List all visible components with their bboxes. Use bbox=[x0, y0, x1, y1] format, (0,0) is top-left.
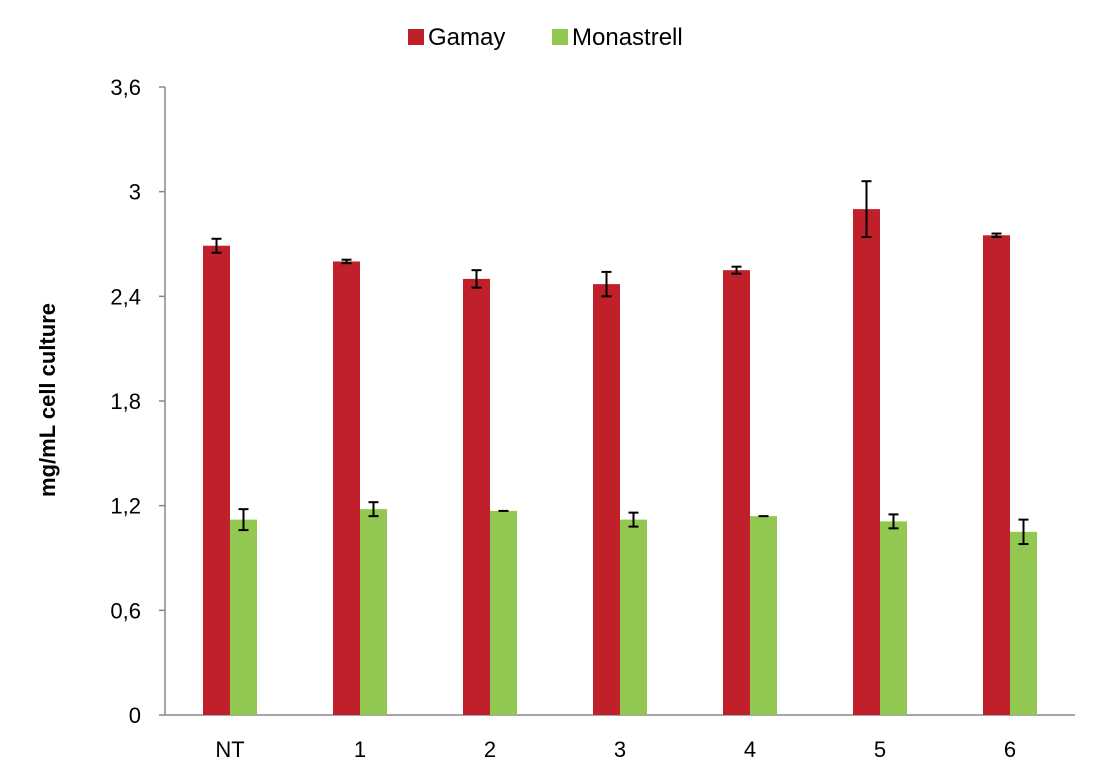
y-tick-label: 3,6 bbox=[110, 75, 141, 100]
legend-swatch-monastrell bbox=[552, 29, 568, 45]
bar-gamay-6 bbox=[983, 235, 1010, 715]
legend-swatch-gamay bbox=[408, 29, 424, 45]
bar-monastrell-3 bbox=[620, 519, 647, 715]
x-tick-label: 3 bbox=[614, 737, 626, 762]
bar-monastrell-nt bbox=[230, 519, 257, 715]
legend-label-gamay: Gamay bbox=[428, 24, 505, 51]
y-axis: 0 0,6 1,2 1,8 2,4 3 3,6 bbox=[110, 75, 166, 728]
y-tick-label: 1,8 bbox=[110, 389, 141, 414]
bar-gamay-2 bbox=[463, 278, 490, 715]
y-tick-label: 3 bbox=[129, 180, 141, 205]
x-tick-label: 6 bbox=[1004, 737, 1016, 762]
legend: Gamay Monastrell bbox=[408, 24, 683, 51]
x-tick-label: 5 bbox=[874, 737, 886, 762]
y-tick-label: 2,4 bbox=[110, 284, 141, 309]
x-tick-label: 2 bbox=[484, 737, 496, 762]
y-tick-label: 0,6 bbox=[110, 598, 141, 623]
x-tick-label: 4 bbox=[744, 737, 756, 762]
y-tick-label: 1,2 bbox=[110, 494, 141, 519]
bar-monastrell-6 bbox=[1010, 531, 1037, 715]
y-axis-title: mg/mL cell culture bbox=[35, 303, 60, 497]
x-tick-label: NT bbox=[215, 737, 244, 762]
bar-gamay-3 bbox=[593, 284, 620, 715]
bar-monastrell-1 bbox=[360, 509, 387, 715]
bar-monastrell-2 bbox=[490, 510, 517, 715]
bar-gamay-1 bbox=[333, 261, 360, 715]
y-tick-label: 0 bbox=[129, 703, 141, 728]
x-axis: NT 1 2 3 4 5 6 bbox=[165, 714, 1075, 762]
bar-gamay-5 bbox=[853, 209, 880, 715]
bars bbox=[203, 209, 1037, 715]
x-tick-label: 1 bbox=[354, 737, 366, 762]
bar-gamay-nt bbox=[203, 245, 230, 715]
bar-monastrell-4 bbox=[750, 516, 777, 715]
legend-label-monastrell: Monastrell bbox=[572, 24, 683, 51]
bar-monastrell-5 bbox=[880, 521, 907, 715]
bar-gamay-4 bbox=[723, 270, 750, 715]
error-bars bbox=[211, 180, 1029, 546]
